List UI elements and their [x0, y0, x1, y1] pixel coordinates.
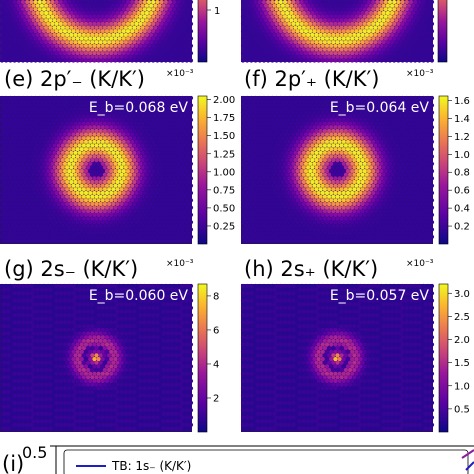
colorbar [437, 0, 448, 63]
colorbar-tick-label: 4 [213, 359, 219, 370]
colorbar [197, 283, 208, 433]
colorbar-tick-label: 0.6 [454, 186, 470, 197]
panel-h: E_b=0.057 eV 3.0 2.5 2.0 1.5 1.0 0.5 [240, 283, 470, 433]
panel-top-right-partial [240, 0, 448, 63]
heatmap-cells [240, 283, 435, 431]
colorbar-tick-label: 2 [213, 393, 219, 404]
colorbar-tick-label: 2.00 [213, 95, 235, 106]
colorbar-tick: 1 [214, 6, 220, 17]
colorbar-tick-label: 2.5 [454, 312, 470, 323]
panel-g-title: (g) 2s₋ (K/K′) [4, 257, 138, 281]
colorbar-tick-label: 1.4 [454, 114, 470, 125]
heatmap-cells [240, 95, 435, 243]
heatmap-cells [0, 95, 194, 243]
colorbar-tick-label: 1.50 [213, 131, 235, 142]
panel-e-title: (e) 2p′₋ (K/K′) [4, 67, 145, 91]
binding-energy-label: E_b=0.057 eV [330, 288, 430, 304]
panel-i-ytick: 0.5 [22, 443, 47, 462]
panel-f-title: (f) 2p′₊ (K/K′) [244, 67, 379, 91]
binding-energy-label: E_b=0.060 eV [89, 288, 189, 304]
colorbar-tick-label: 0.25 [213, 221, 235, 232]
legend-box [63, 449, 469, 474]
panel-f: E_b=0.064 eV 1.6 1.4 1.2 1.0 0.8 0.6 0.4 0.2 [240, 95, 470, 245]
curve-fragment [465, 461, 474, 471]
heatmap-cells [240, 0, 435, 63]
colorbar-tick-label: 0.5 [454, 404, 470, 415]
colorbar-tick-label: 8 [213, 291, 219, 302]
panel-g-multiplier: ×10⁻³ [166, 259, 194, 269]
panel-g: E_b=0.060 eV 8 6 4 2 [0, 283, 219, 433]
panel-e: E_b=0.068 eV 2.00 1.75 1.50 1.25 1.00 0.75 0.5… [0, 95, 235, 245]
colorbar-tick-label: 1.75 [213, 113, 235, 124]
binding-energy-label: E_b=0.068 eV [89, 100, 189, 116]
legend-entry: TB: 1s₋ (K/K′) [111, 459, 191, 473]
colorbar-tick-label: 2.0 [454, 335, 470, 346]
colorbar [438, 283, 449, 433]
colorbar-tick-label: 1.0 [454, 381, 470, 392]
colorbar [438, 95, 449, 245]
colorbar-tick-label: 3.0 [454, 289, 470, 300]
heatmap-cells [0, 0, 194, 63]
curve-fragment [461, 449, 474, 459]
colorbar-tick-label: 1.6 [454, 96, 470, 107]
binding-energy-label: E_b=0.064 eV [330, 100, 430, 116]
colorbar-tick-label: 0.75 [213, 185, 235, 196]
panel-top-left-partial: 1 [0, 0, 220, 63]
panel-i: (i) 0.5 TB: 1s₋ (K/K′) [2, 443, 474, 474]
heatmap-cells [0, 283, 194, 431]
colorbar-tick-label: 1.0 [454, 150, 470, 161]
colorbar-tick-label: 1.5 [454, 358, 470, 369]
colorbar-tick-label: 1.2 [454, 132, 470, 143]
colorbar-tick-label: 0.4 [454, 204, 470, 215]
panel-i-label: (i) [2, 452, 24, 474]
colorbar [197, 0, 208, 63]
colorbar-tick-label: 1.00 [213, 167, 235, 178]
colorbar-tick-label: 1.25 [213, 149, 235, 160]
panel-e-multiplier: ×10⁻³ [166, 69, 194, 79]
colorbar [197, 95, 208, 245]
colorbar-tick-label: 6 [213, 325, 219, 336]
panel-f-multiplier: ×10⁻³ [406, 69, 434, 79]
colorbar-tick-label: 0.2 [454, 222, 470, 233]
colorbar-tick-label: 0.50 [213, 203, 235, 214]
colorbar-tick-label: 0.8 [454, 168, 470, 179]
panel-h-title: (h) 2s₊ (K/K′) [244, 257, 378, 281]
panel-h-multiplier: ×10⁻³ [406, 259, 434, 269]
